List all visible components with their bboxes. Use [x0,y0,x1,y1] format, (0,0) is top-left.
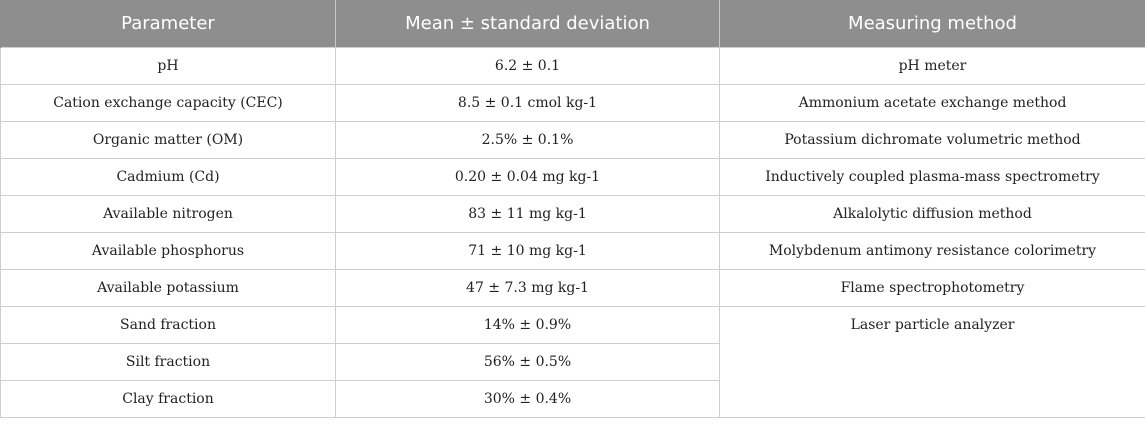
table-row: Silt fraction 56% ± 0.5% [0,343,1145,381]
cell-value: 56% ± 0.5% [335,343,720,381]
cell-value: 83 ± 11 mg kg-1 [335,195,720,233]
cell-parameter: Organic matter (OM) [0,121,336,159]
cell-parameter: Clay fraction [0,380,336,418]
cell-value: 71 ± 10 mg kg-1 [335,232,720,270]
cell-parameter: Available nitrogen [0,195,336,233]
header-row: Parameter Mean ± standard deviation Meas… [0,0,1145,48]
table-row: Available phosphorus 71 ± 10 mg kg-1 Mol… [0,232,1145,270]
cell-method: Inductively coupled plasma-mass spectrom… [719,158,1145,196]
cell-method: Potassium dichromate volumetric method [719,121,1145,159]
cell-value: 0.20 ± 0.04 mg kg-1 [335,158,720,196]
table-row: pH 6.2 ± 0.1 pH meter [0,47,1145,85]
cell-value: 6.2 ± 0.1 [335,47,720,85]
cell-parameter: Cation exchange capacity (CEC) [0,84,336,122]
cell-value: 2.5% ± 0.1% [335,121,720,159]
cell-value: 47 ± 7.3 mg kg-1 [335,269,720,307]
cell-method: Flame spectrophotometry [719,269,1145,307]
column-header-mean-sd: Mean ± standard deviation [335,0,720,48]
table-body: pH 6.2 ± 0.1 pH meter Cation exchange ca… [0,47,1145,418]
table-row: Cation exchange capacity (CEC) 8.5 ± 0.1… [0,84,1145,122]
cell-method: Ammonium acetate exchange method [719,84,1145,122]
column-header-method: Measuring method [719,0,1145,48]
soil-properties-table: Parameter Mean ± standard deviation Meas… [0,0,1145,418]
cell-method: Molybdenum antimony resistance colorimet… [719,232,1145,270]
cell-parameter: Available phosphorus [0,232,336,270]
table-row: Available potassium 47 ± 7.3 mg kg-1 Fla… [0,269,1145,307]
table-row: Cadmium (Cd) 0.20 ± 0.04 mg kg-1 Inducti… [0,158,1145,196]
cell-value: 8.5 ± 0.1 cmol kg-1 [335,84,720,122]
cell-parameter: Cadmium (Cd) [0,158,336,196]
table-row: Clay fraction 30% ± 0.4% [0,380,1145,418]
cell-parameter: Silt fraction [0,343,336,381]
cell-parameter: Sand fraction [0,306,336,344]
cell-parameter: pH [0,47,336,85]
table-header: Parameter Mean ± standard deviation Meas… [0,0,1145,48]
table-row: Available nitrogen 83 ± 11 mg kg-1 Alkal… [0,195,1145,233]
table-row: Organic matter (OM) 2.5% ± 0.1% Potassiu… [0,121,1145,159]
cell-method: Alkalolytic diffusion method [719,195,1145,233]
column-header-parameter: Parameter [0,0,336,48]
cell-method-merged: Laser particle analyzer [719,306,1145,418]
cell-method: pH meter [719,47,1145,85]
cell-parameter: Available potassium [0,269,336,307]
cell-value: 30% ± 0.4% [335,380,720,418]
table-row: Sand fraction 14% ± 0.9% Laser particle … [0,306,1145,418]
cell-value: 14% ± 0.9% [335,306,720,344]
